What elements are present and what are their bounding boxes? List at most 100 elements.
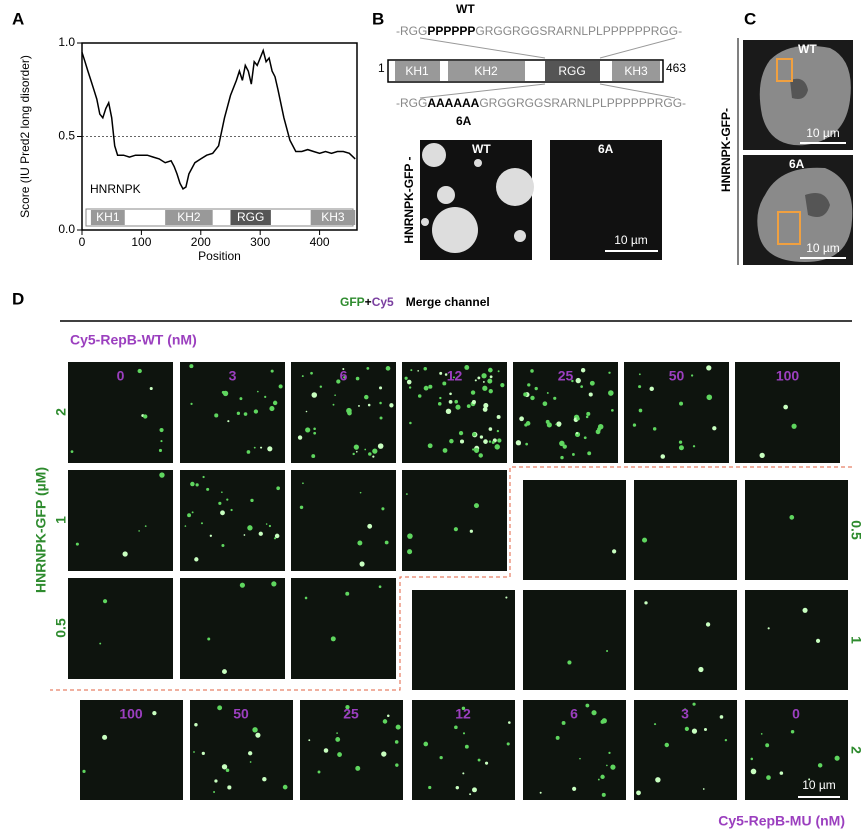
concentration-label: 0	[792, 706, 800, 722]
droplet	[213, 790, 216, 793]
droplet	[267, 446, 273, 452]
droplet	[559, 440, 565, 447]
droplet	[190, 402, 193, 405]
title: GFP+Cy5 Merge channel	[340, 295, 490, 309]
label: 463	[666, 61, 686, 75]
micrograph	[523, 480, 626, 580]
droplet	[249, 761, 252, 763]
row-label: 1	[848, 636, 864, 644]
concentration-label: 0	[117, 368, 125, 384]
micrograph	[300, 700, 403, 800]
annotation: HNRNPK	[90, 182, 141, 196]
nucleolus	[790, 78, 808, 99]
droplet	[336, 379, 341, 384]
seq-part: GRGGRGGSRARNLPLPPPPPPRGG-	[479, 96, 686, 110]
seq-part: -RGG	[396, 24, 427, 38]
droplet	[678, 445, 684, 451]
droplet	[253, 409, 259, 414]
axis-label: Cy5-RepB-MU (nM)	[718, 813, 845, 829]
droplet	[481, 373, 487, 379]
droplet	[608, 371, 611, 374]
droplet	[367, 523, 373, 529]
droplet	[311, 454, 316, 459]
droplet	[638, 373, 641, 376]
droplet	[834, 755, 840, 761]
droplet	[258, 531, 263, 536]
concentration-label: 6	[340, 368, 348, 384]
droplet	[706, 394, 713, 401]
droplet	[453, 376, 455, 379]
droplet	[82, 769, 86, 773]
micrograph	[735, 362, 840, 463]
droplet	[359, 491, 362, 494]
droplet	[332, 403, 335, 406]
droplet	[464, 744, 469, 749]
droplet	[553, 396, 557, 400]
divider	[50, 466, 852, 691]
micrograph	[634, 480, 737, 580]
droplet	[323, 748, 329, 753]
droplets	[421, 143, 534, 253]
droplet	[319, 385, 323, 388]
droplet	[611, 408, 614, 412]
roi	[776, 58, 793, 82]
droplet	[765, 743, 770, 748]
droplet	[409, 421, 412, 425]
droplet	[491, 440, 495, 444]
droplet	[372, 448, 378, 454]
micrograph	[745, 700, 848, 800]
droplet	[382, 719, 388, 724]
droplet	[580, 385, 583, 388]
droplet	[345, 591, 350, 596]
droplet	[750, 757, 754, 761]
droplet	[221, 491, 223, 494]
droplet	[572, 786, 577, 791]
droplet	[367, 403, 371, 407]
droplet	[660, 454, 666, 459]
droplet	[632, 423, 637, 427]
droplet	[253, 446, 256, 449]
droplet	[449, 392, 452, 396]
image-label: WT	[472, 142, 491, 156]
droplet	[690, 374, 694, 377]
droplet	[247, 525, 253, 531]
droplet	[546, 422, 552, 428]
droplet	[684, 708, 686, 711]
label: 6A	[456, 114, 472, 128]
droplet	[591, 710, 597, 716]
droplet	[664, 742, 669, 748]
droplet	[313, 431, 317, 435]
micrograph	[412, 590, 515, 690]
droplet	[442, 381, 447, 386]
micrograph	[412, 700, 515, 800]
droplet	[767, 627, 770, 630]
droplet	[692, 702, 696, 706]
droplet	[679, 401, 684, 406]
droplet	[471, 400, 476, 405]
droplet	[359, 561, 365, 567]
droplet	[595, 429, 601, 435]
droplet	[346, 407, 352, 414]
droplet	[759, 452, 765, 458]
domain-label: KH2	[474, 64, 498, 78]
droplet	[525, 421, 531, 426]
droplet	[423, 741, 429, 747]
droplet	[478, 453, 483, 458]
droplet	[255, 732, 261, 738]
droplet	[194, 557, 199, 562]
droplet	[75, 542, 79, 546]
panel-c: HNRNPK-GFP- WT 10 µm 6A 10 µm	[719, 38, 853, 265]
droplet	[137, 368, 142, 374]
row-label: 0.5	[848, 520, 864, 540]
droplet	[466, 404, 471, 408]
droplet	[507, 721, 511, 724]
droplet	[221, 543, 225, 547]
droplet	[783, 404, 788, 410]
droplet	[601, 792, 606, 797]
domain	[612, 61, 660, 81]
image-label: 6A	[789, 157, 805, 171]
seq-part: AAAAAA	[427, 96, 479, 110]
scale-label: 10 µm	[614, 233, 648, 247]
droplet	[575, 377, 581, 384]
droplet	[387, 714, 390, 718]
